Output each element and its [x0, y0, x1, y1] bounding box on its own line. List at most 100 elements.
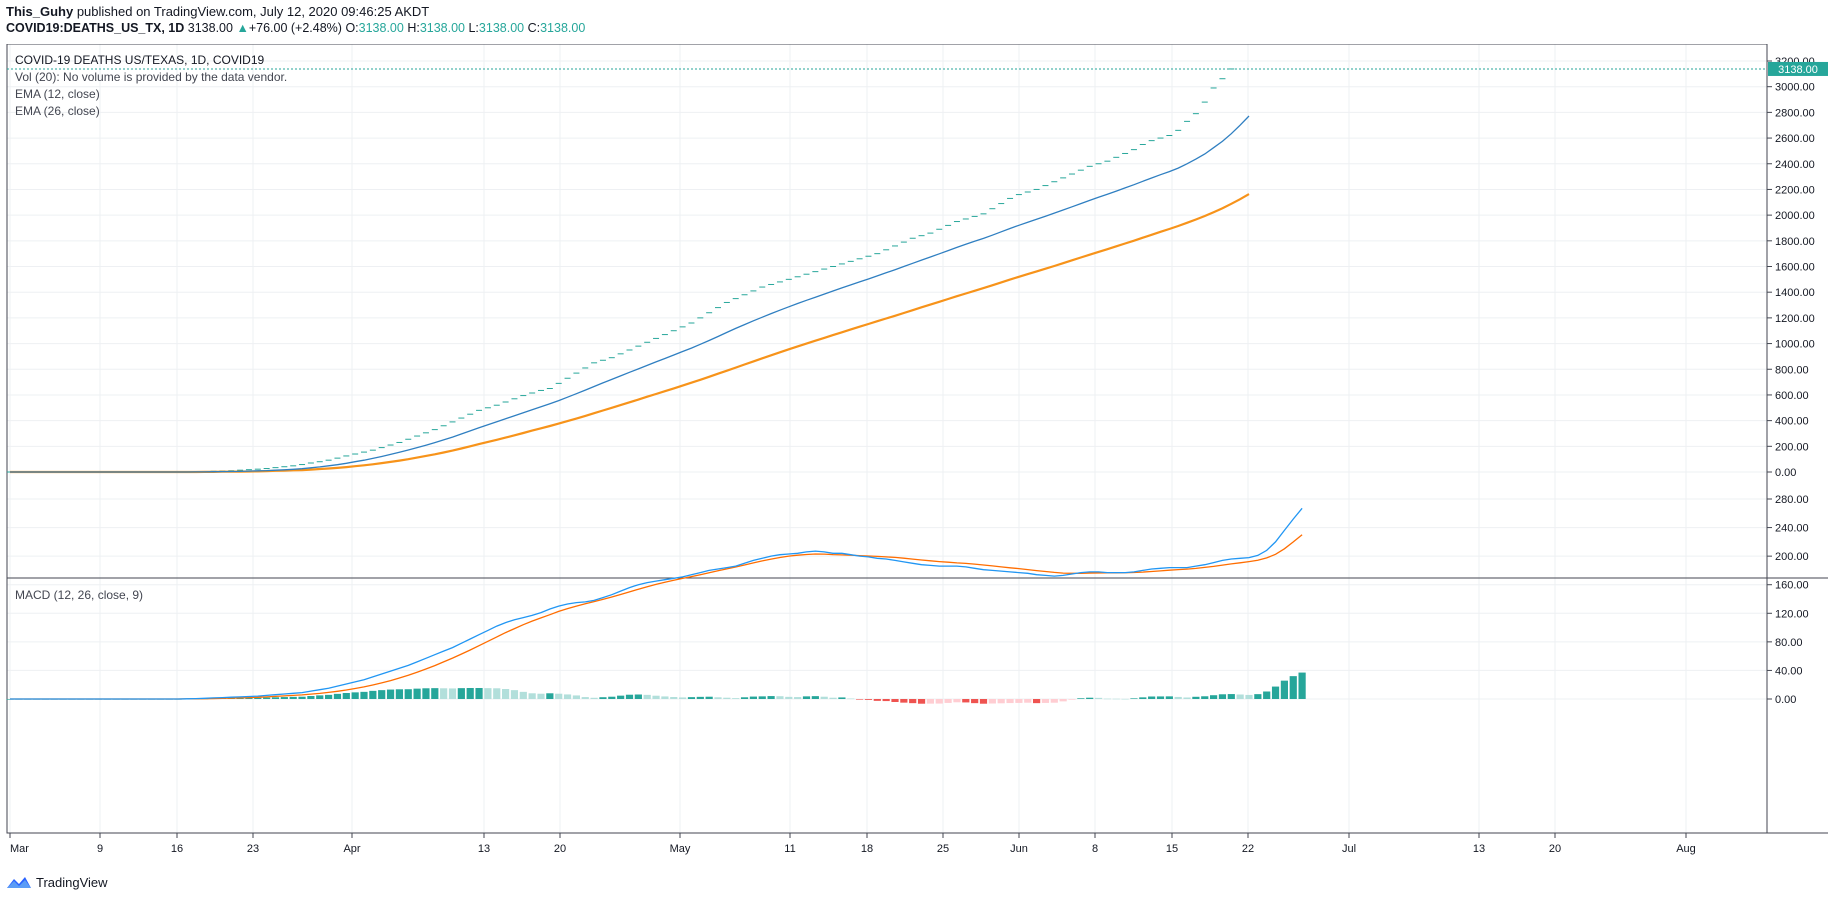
histogram-bar: [502, 689, 510, 699]
price-marks: [7, 68, 1235, 473]
histogram-bar: [882, 699, 890, 702]
footer-brand[interactable]: TradingView: [6, 874, 108, 890]
macd-axis-label: 80.00: [1775, 637, 1803, 649]
price-change: +76.00 (+2.48%): [248, 21, 342, 35]
histogram-bar: [493, 688, 501, 699]
macd-axis-label: 160.00: [1775, 580, 1809, 592]
tradingview-logo-icon: [7, 877, 31, 888]
histogram-bar: [280, 697, 288, 699]
time-axis-label: 20: [1549, 843, 1561, 855]
histogram-bar: [307, 696, 315, 699]
histogram-bar: [1033, 699, 1041, 704]
ema12-line[interactable]: [10, 115, 1250, 473]
histogram-bar: [1139, 697, 1147, 699]
histogram-bar: [1236, 694, 1244, 699]
legend-vol[interactable]: Vol (20): No volume is provided by the d…: [15, 70, 287, 84]
price-axis-label: 200.00: [1775, 441, 1809, 453]
histogram-bar: [1280, 680, 1288, 699]
histogram-bar: [820, 696, 828, 699]
histogram-bar: [617, 695, 625, 699]
histogram-bar: [510, 690, 519, 699]
histogram-bar: [475, 688, 483, 699]
histogram-bar: [369, 690, 377, 699]
histogram-bar: [670, 697, 678, 699]
histogram-bar: [1183, 697, 1191, 699]
histogram-bar: [1006, 699, 1014, 704]
signal-line[interactable]: [10, 534, 1303, 700]
price-axis-label: 1800.00: [1775, 236, 1815, 248]
histogram-bar: [1015, 699, 1023, 703]
histogram-bar: [457, 688, 465, 699]
macd-axis-label: 240.00: [1775, 523, 1809, 535]
legend-ema26[interactable]: EMA (26, close): [15, 104, 100, 118]
histogram-bar: [325, 694, 333, 699]
histogram-bar: [758, 696, 766, 699]
last-price-badge-bg: [1768, 61, 1828, 76]
legend-title[interactable]: COVID-19 DEATHS US/TEXAS, 1D, COVID19: [15, 53, 265, 67]
price-axis[interactable]: 3200.003000.002800.002600.002400.002200.…: [1767, 56, 1815, 479]
up-arrow-icon: ▲: [236, 21, 249, 35]
histogram-bar: [466, 688, 474, 699]
time-axis[interactable]: Mar 9 16 23 Apr 13 20 May 11 18 25 Jun 8 15 22 Jul 13 20 A…: [9, 833, 1696, 855]
histogram-bar: [1086, 697, 1094, 699]
histogram-bar: [599, 697, 607, 699]
histogram-bar: [625, 694, 634, 699]
last-price-badge-text: 3138.00: [1778, 64, 1818, 76]
high-label: H:: [407, 21, 420, 35]
publish-header: This_Guhy published on TradingView.com, …: [0, 0, 1828, 40]
author-name[interactable]: This_Guhy: [6, 4, 74, 19]
histogram-bar: [1077, 698, 1085, 699]
price-axis-label: 2000.00: [1775, 210, 1815, 222]
ema26-line[interactable]: [10, 193, 1250, 474]
legend-macd[interactable]: MACD (12, 26, close, 9): [15, 588, 143, 602]
histogram-bar: [953, 699, 961, 703]
histogram-bar: [661, 696, 669, 699]
histogram-bar: [1245, 694, 1253, 699]
histogram-bar: [1174, 696, 1182, 699]
histogram-bar: [652, 695, 660, 699]
macd-line[interactable]: [10, 507, 1303, 700]
low-label: L:: [468, 21, 479, 35]
histogram-bar: [864, 699, 873, 700]
histogram-bar: [395, 689, 403, 699]
time-axis-label: 15: [1166, 843, 1178, 855]
histogram-bar: [1103, 698, 1111, 700]
price-axis-label: 800.00: [1775, 364, 1809, 376]
macd-histogram: [6, 672, 1306, 704]
high-value: 3138.00: [419, 21, 465, 35]
close-label: C:: [527, 21, 541, 35]
histogram-bar: [917, 699, 926, 704]
histogram-bar: [1165, 696, 1173, 699]
histogram-bar: [1201, 696, 1209, 699]
histogram-bar: [811, 696, 819, 699]
time-axis-label: Apr: [343, 843, 360, 855]
legend-ema12[interactable]: EMA (12, close): [15, 87, 100, 101]
symbol-name[interactable]: COVID19:DEATHS_US_TX, 1D: [6, 21, 185, 35]
chart-area[interactable]: 3200.003000.002800.002600.002400.002200.…: [0, 43, 1828, 864]
histogram-bar: [590, 697, 598, 699]
histogram-bar: [1068, 699, 1076, 700]
histogram-bar: [1263, 691, 1271, 699]
histogram-bar: [988, 699, 996, 704]
histogram-bar: [900, 699, 908, 703]
time-axis-label: 13: [478, 843, 490, 855]
histogram-bar: [891, 699, 899, 702]
histogram-bar: [519, 691, 527, 699]
chart-svg[interactable]: 3200.003000.002800.002600.002400.002200.…: [0, 43, 1828, 859]
histogram-bar: [1148, 696, 1156, 699]
macd-axis[interactable]: 280.00 240.00 200.00 160.00 120.00 80.00 40.00…: [1767, 494, 1809, 706]
histogram-bar: [404, 689, 412, 699]
histogram-bar: [1227, 694, 1235, 699]
histogram-bar: [484, 688, 492, 699]
price-axis-label: 1600.00: [1775, 262, 1815, 274]
histogram-bar: [422, 688, 430, 699]
price-axis-label: 2400.00: [1775, 159, 1815, 171]
histogram-bar: [962, 699, 970, 703]
time-axis-label: 18: [861, 843, 873, 855]
macd-axis-label: 0.00: [1775, 694, 1796, 706]
histogram-bar: [705, 696, 713, 699]
histogram-bar: [926, 699, 934, 704]
time-axis-label: 13: [1473, 843, 1485, 855]
time-axis-label: Mar: [10, 843, 29, 855]
time-axis-label: 16: [171, 843, 183, 855]
